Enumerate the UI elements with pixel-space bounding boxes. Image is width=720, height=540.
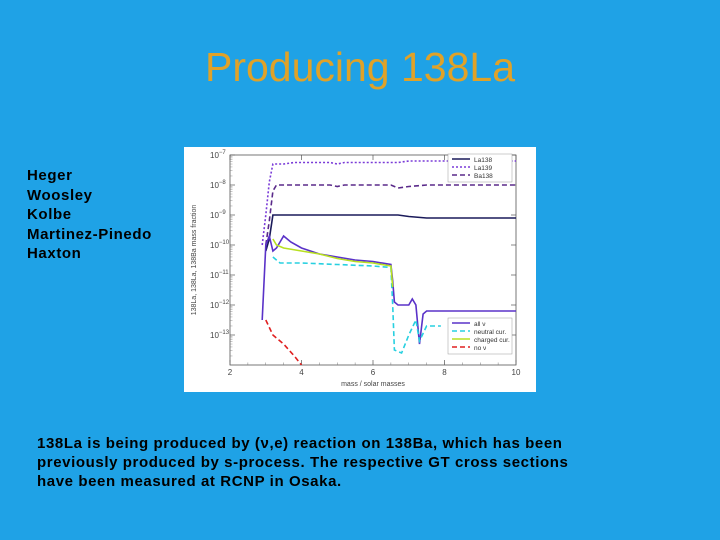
series-line-la139 [261, 160, 516, 246]
caption-line: have been measured at RCNP in Osaka. [37, 473, 342, 490]
mass-fraction-chart: 2 4 6 8 10 10−7 10−8 10−9 10−10 10−11 10−12 10−13 ma… [184, 147, 536, 392]
legend-bottom-label: neutral cur. [474, 329, 506, 336]
y-tick-label: 10−7 [210, 150, 226, 160]
caption-text: 138La is being produced by (ν,e) reactio… [37, 434, 697, 491]
chart-svg: 2 4 6 8 10 10−7 10−8 10−9 10−10 10−11 10−12 10−13 ma… [191, 150, 521, 388]
author-name: Martinez-Pinedo [27, 225, 152, 243]
legend-top-label: Ba138 [474, 173, 493, 180]
series-line-charged-cur- [272, 238, 394, 288]
series-line-neutral-cur- [272, 256, 441, 355]
y-tick-label: 10−12 [210, 300, 230, 310]
y-tick-label: 10−13 [210, 330, 230, 340]
legend-top-label: La139 [474, 165, 492, 172]
x-axis-label: mass / solar masses [341, 381, 405, 388]
legend-bottom-label: charged cur. [474, 337, 510, 344]
y-tick-label: 10−9 [210, 210, 226, 220]
author-list: Heger Woosley Kolbe Martinez-Pinedo Haxt… [27, 166, 152, 264]
series-line-la138 [265, 214, 516, 252]
series-line-no- [265, 319, 303, 365]
legend-bottom-label: all ν [474, 321, 486, 328]
x-tick-label: 10 [512, 368, 521, 377]
y-axis-label: 138La, 138La, 138Ba mass fraction [191, 205, 198, 316]
series-line-all- [261, 233, 516, 345]
author-name: Heger [27, 167, 73, 184]
x-tick-label: 6 [371, 368, 376, 377]
x-tick-label: 4 [299, 368, 304, 377]
x-tick-label: 8 [442, 368, 447, 377]
series-line-ba138 [265, 184, 516, 246]
legend-bottom-box [447, 317, 513, 355]
author-name: Woosley [27, 186, 93, 204]
caption-line: previously produced by s-process. The re… [37, 454, 569, 471]
author-name: Kolbe [27, 206, 72, 223]
legend-top-label: La138 [474, 157, 492, 164]
legend-bottom-label: no ν [474, 345, 486, 352]
y-tick-label: 10−10 [210, 240, 230, 250]
author-name: Haxton [27, 245, 82, 262]
x-tick-label: 2 [228, 368, 233, 377]
slide-title: Producing 138La [204, 44, 516, 90]
y-tick-label: 10−8 [210, 180, 226, 190]
y-tick-label: 10−11 [210, 270, 229, 280]
caption-line: 138La is being produced by (ν,e) reactio… [37, 435, 563, 452]
